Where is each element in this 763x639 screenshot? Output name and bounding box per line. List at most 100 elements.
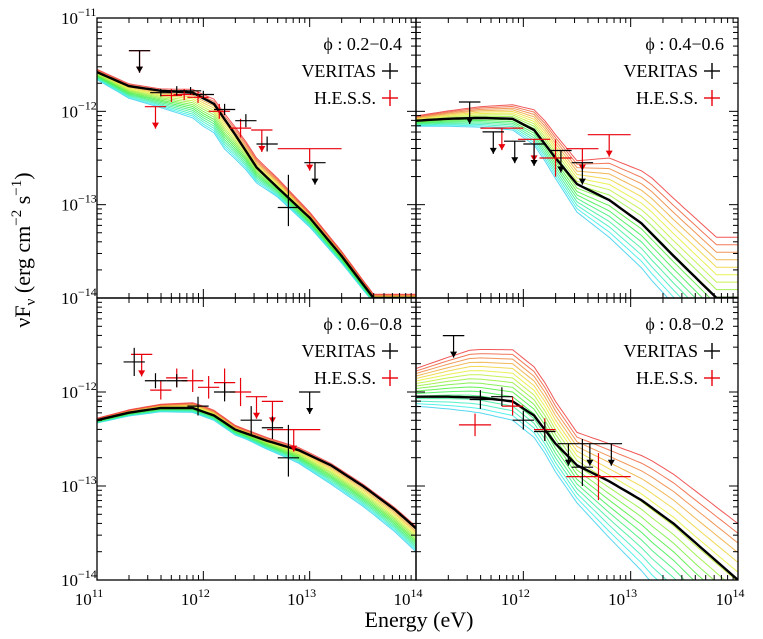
- upper-limit-arrowhead: [466, 118, 474, 124]
- upper-limit-arrowhead: [311, 178, 319, 185]
- x-tick-label: 1013: [287, 586, 316, 609]
- model-band-curve: [416, 382, 715, 580]
- y-tick-label-base: 10: [61, 9, 78, 28]
- veritas-point: [523, 143, 545, 166]
- veritas-point: [491, 387, 513, 407]
- hess-point: [198, 376, 220, 399]
- model-band-curve: [97, 78, 371, 298]
- phase-label: ϕ : 0.6−0.8: [323, 314, 402, 334]
- legend: ϕ : 0.8−0.2 VERITAS H.E.S.S.: [623, 314, 724, 388]
- model-band-curve: [416, 107, 738, 253]
- veritas-point: [144, 373, 167, 389]
- legend-veritas-label: VERITAS: [623, 341, 698, 361]
- legend-hess-label: H.E.S.S.: [314, 88, 376, 108]
- x-tick-label: 1012: [501, 586, 530, 609]
- model-band-curve: [97, 68, 416, 295]
- x-tick-label-base: 10: [501, 590, 518, 609]
- veritas-points: [128, 50, 326, 227]
- model-band: [416, 349, 738, 580]
- axis-ticks: [415, 298, 738, 581]
- veritas-point: [482, 131, 505, 154]
- veritas-point: [261, 416, 284, 439]
- hess-point: [501, 396, 524, 416]
- hess-point: [277, 148, 342, 171]
- model-band-curve: [97, 402, 416, 527]
- upper-limit-arrowhead: [498, 144, 506, 151]
- model-band-curve: [97, 409, 416, 548]
- model-band-curve: [416, 123, 682, 298]
- y-label-exp2: −1: [9, 180, 25, 196]
- model-band-curve: [416, 398, 677, 580]
- veritas-point: [299, 391, 321, 414]
- y-tick-label-base: 10: [61, 102, 78, 121]
- veritas-point: [213, 103, 236, 116]
- y-axis-label: νFν (erg cm−2 s−1): [9, 172, 39, 327]
- hess-point: [187, 91, 209, 103]
- model-band-curve: [97, 411, 416, 553]
- veritas-points: [458, 101, 594, 185]
- x-tick-label: 1014: [394, 586, 423, 609]
- x-tick-label-exponent: 13: [625, 586, 637, 600]
- veritas-point: [213, 382, 236, 402]
- model-band-curve: [97, 406, 416, 537]
- model-band-curve: [97, 75, 373, 298]
- y-tick-label-base: 10: [61, 383, 78, 402]
- hess-points: [131, 353, 321, 452]
- veritas-point: [304, 162, 326, 185]
- x-tick-label: 1011: [75, 586, 104, 609]
- x-tick-label-exponent: 14: [411, 586, 423, 600]
- y-tick-label-exponent: −13: [78, 192, 97, 206]
- upper-limit-arrowhead: [564, 459, 572, 466]
- model-band-curve: [416, 357, 738, 544]
- y-tick-label-exponent: −14: [78, 567, 97, 581]
- model-band-curve: [416, 403, 659, 580]
- model-band-curve: [97, 405, 416, 536]
- model-band-curve: [416, 361, 738, 554]
- x-tick-label: 1013: [608, 586, 637, 609]
- veritas-points: [442, 335, 623, 486]
- y-tick-label-exponent: −14: [78, 285, 97, 299]
- model-band-curve: [416, 394, 686, 580]
- y-tick-label-exponent: −13: [78, 473, 97, 487]
- y-tick-label-base: 10: [61, 477, 78, 496]
- model-band-curve: [97, 79, 371, 298]
- model-curve: [416, 395, 738, 580]
- model-band-curve: [97, 408, 416, 544]
- x-tick-label-base: 10: [608, 590, 625, 609]
- x-tick-label-base: 10: [181, 590, 198, 609]
- hess-point: [150, 380, 172, 400]
- model-band-curve: [97, 404, 416, 534]
- veritas-points: [123, 347, 321, 477]
- model-band-curve: [97, 406, 416, 539]
- veritas-point: [128, 50, 151, 73]
- model-band-curve: [416, 115, 738, 291]
- model-band-curve: [97, 404, 416, 532]
- legend: ϕ : 0.2−0.4 VERITAS H.E.S.S.: [301, 34, 402, 108]
- x-tick-label-exponent: 12: [198, 586, 210, 600]
- y-label-main: νF: [10, 305, 35, 327]
- x-tick-label-base: 10: [287, 590, 304, 609]
- x-tick-label-exponent: 14: [733, 586, 745, 600]
- model-band-curve: [97, 75, 374, 298]
- model-band-curve: [416, 370, 738, 573]
- model-curve: [97, 406, 416, 530]
- upper-limit-arrowhead: [136, 66, 144, 73]
- veritas-point: [571, 162, 594, 185]
- legend: ϕ : 0.6−0.8 VERITAS H.E.S.S.: [301, 314, 402, 388]
- model-band: [97, 402, 416, 553]
- model-band-curve: [97, 409, 416, 546]
- veritas-point: [192, 90, 214, 99]
- legend-hess-label: H.E.S.S.: [636, 368, 698, 388]
- hess-point: [566, 453, 631, 501]
- model-curve: [97, 71, 416, 298]
- upper-limit-arrowhead: [450, 351, 458, 358]
- model-band-curve: [97, 410, 416, 551]
- veritas-point: [277, 424, 300, 477]
- veritas-point: [534, 422, 556, 441]
- upper-limit-arrowhead: [489, 147, 497, 154]
- model-band-curve: [416, 112, 738, 276]
